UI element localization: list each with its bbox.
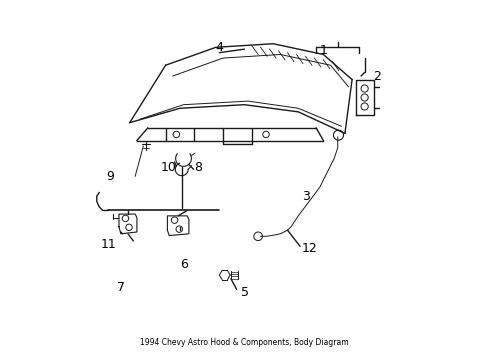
- Text: 1: 1: [319, 44, 326, 57]
- Text: 2: 2: [373, 69, 381, 82]
- Text: 8: 8: [194, 161, 202, 174]
- Text: 7: 7: [117, 281, 125, 294]
- Text: 10: 10: [160, 161, 176, 174]
- Text: 3: 3: [301, 190, 309, 203]
- Text: 5: 5: [241, 287, 248, 300]
- Text: 1994 Chevy Astro Hood & Components, Body Diagram: 1994 Chevy Astro Hood & Components, Body…: [140, 338, 348, 347]
- Text: 9: 9: [106, 170, 114, 183]
- Text: 11: 11: [101, 238, 117, 251]
- Text: 12: 12: [301, 242, 317, 255]
- Text: 6: 6: [180, 258, 187, 271]
- Text: 4: 4: [215, 41, 223, 54]
